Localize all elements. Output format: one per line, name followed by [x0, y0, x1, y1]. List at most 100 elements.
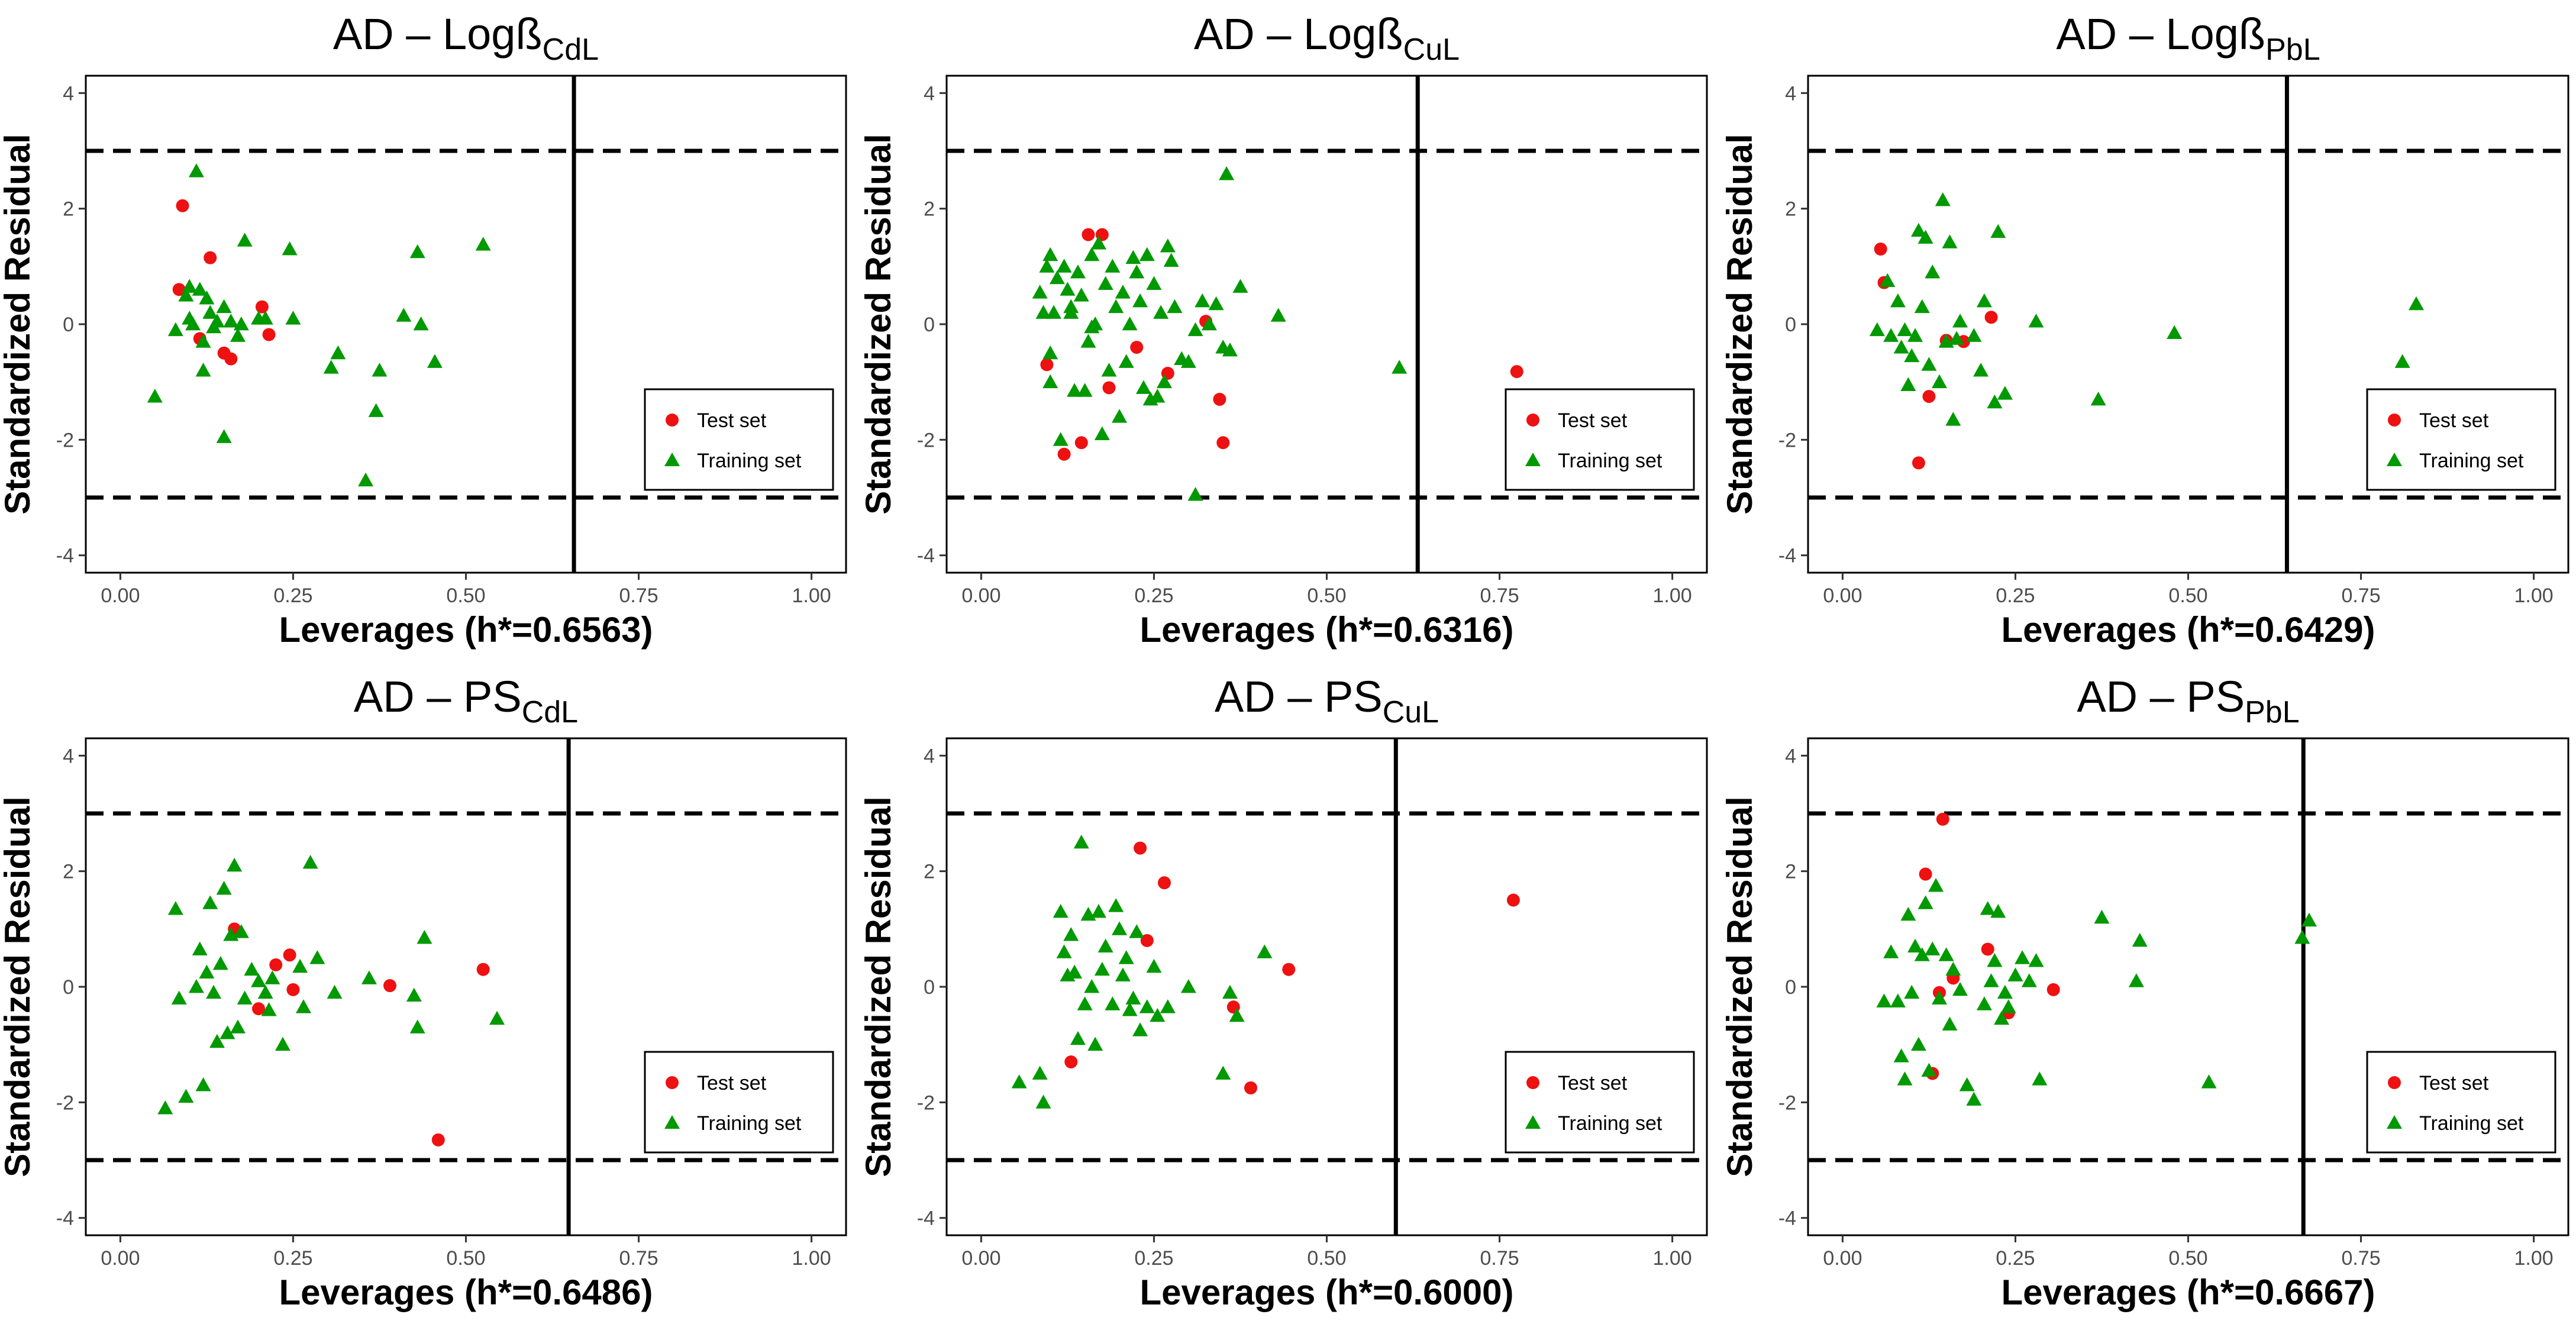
- training-point: [1229, 1007, 1245, 1022]
- training-point: [1918, 895, 1933, 909]
- training-point: [264, 970, 280, 984]
- test-point: [1919, 867, 1932, 881]
- x-tick-label: 0.75: [619, 585, 658, 607]
- test-point: [1506, 893, 1520, 907]
- training-point: [230, 1019, 246, 1034]
- y-tick-label: 0: [1785, 314, 1796, 336]
- training-point: [209, 1034, 225, 1048]
- training-point: [1222, 342, 1238, 357]
- training-point: [330, 345, 346, 360]
- training-point: [1091, 235, 1106, 250]
- legend-training-marker: [1525, 453, 1541, 466]
- training-point: [1112, 921, 1128, 935]
- training-point: [1876, 993, 1892, 1007]
- legend-box: [2366, 388, 2556, 491]
- training-point: [1153, 305, 1169, 319]
- legend-box: [1505, 388, 1695, 491]
- legend-training-label: Training set: [2419, 1112, 2524, 1135]
- test-point: [1912, 456, 1925, 470]
- training-point: [1150, 1007, 1166, 1022]
- training-point: [1883, 944, 1899, 958]
- y-tick-label: 4: [63, 82, 74, 105]
- panel-title-main: AD – Logß: [2056, 9, 2265, 59]
- test-point: [283, 948, 296, 962]
- training-point: [1091, 904, 1106, 918]
- panel-title-main: AD – PS: [354, 672, 522, 721]
- panel-3: AD – LogßPbL -4 -2 0 2 4 0.00 0.25 0.50 0.75 1.00 L…: [1720, 9, 2569, 650]
- training-point: [233, 924, 249, 938]
- y-tick-label: 0: [63, 976, 74, 999]
- test-point: [224, 352, 238, 366]
- x-tick-label: 0.00: [1823, 1247, 1862, 1270]
- training-point: [309, 950, 325, 964]
- y-tick-label: 0: [1785, 976, 1796, 999]
- training-point: [413, 317, 429, 331]
- training-point: [1160, 999, 1176, 1013]
- training-point: [292, 958, 308, 973]
- training-point: [1084, 247, 1100, 261]
- x-tick-label: 0.75: [1480, 1247, 1519, 1270]
- training-point: [244, 961, 260, 976]
- training-point: [1973, 363, 1989, 377]
- training-point: [302, 855, 318, 869]
- training-point: [171, 990, 187, 1005]
- legend-test-label: Test set: [1558, 409, 1628, 432]
- y-tick-label: 0: [63, 314, 74, 336]
- test-point: [1244, 1081, 1257, 1094]
- training-point: [1976, 996, 1992, 1010]
- training-point: [1118, 950, 1134, 964]
- y-axis-label: Standardized Residual: [1720, 134, 1760, 514]
- y-tick-label: 4: [63, 745, 74, 767]
- training-point: [1087, 1036, 1103, 1051]
- y-axis-label: Standardized Residual: [858, 796, 898, 1177]
- x-axis-label: Leverages (h*=0.6667): [2001, 1273, 2375, 1312]
- training-point: [237, 232, 253, 247]
- training-point: [1073, 288, 1089, 302]
- training-point: [216, 299, 232, 314]
- training-point: [1921, 357, 1937, 371]
- training-point: [1880, 273, 1896, 288]
- training-point: [1115, 967, 1131, 981]
- test-point: [1922, 390, 1936, 403]
- training-point: [2032, 1071, 2048, 1086]
- x-tick-label: 1.00: [2514, 585, 2553, 607]
- training-point: [1931, 990, 1947, 1005]
- training-point: [1063, 927, 1079, 941]
- training-point: [406, 987, 422, 1002]
- training-point: [1129, 264, 1145, 279]
- training-point: [1118, 354, 1134, 368]
- panel-title-subscript: CdL: [543, 33, 599, 67]
- training-point: [1150, 389, 1166, 403]
- legend-box: [644, 388, 834, 491]
- test-point: [1064, 1055, 1078, 1068]
- training-point: [1900, 377, 1916, 391]
- training-point: [2015, 950, 2031, 964]
- training-point: [409, 1019, 425, 1034]
- training-point: [182, 311, 198, 325]
- training-point: [1056, 259, 1072, 273]
- training-point: [233, 317, 249, 331]
- training-point: [1094, 426, 1110, 440]
- training-point: [2394, 354, 2410, 368]
- training-point: [1952, 981, 1968, 996]
- test-point: [1936, 812, 1949, 826]
- training-point: [1097, 276, 1113, 290]
- training-point: [182, 279, 198, 293]
- y-tick-label: 2: [924, 198, 935, 221]
- training-point: [285, 311, 301, 325]
- training-point: [2028, 314, 2044, 328]
- y-tick-label: -2: [1778, 429, 1796, 451]
- test-point: [1057, 447, 1071, 461]
- y-tick-label: -4: [917, 1207, 935, 1230]
- training-point: [1035, 305, 1051, 319]
- training-point: [1938, 947, 1954, 961]
- training-point: [1063, 299, 1079, 314]
- training-point: [275, 1036, 290, 1051]
- training-point: [1146, 958, 1162, 973]
- x-tick-label: 0.25: [1134, 585, 1173, 607]
- training-point: [1195, 293, 1210, 308]
- training-point: [1049, 270, 1065, 285]
- training-point: [1039, 259, 1055, 273]
- training-point: [1983, 973, 1999, 987]
